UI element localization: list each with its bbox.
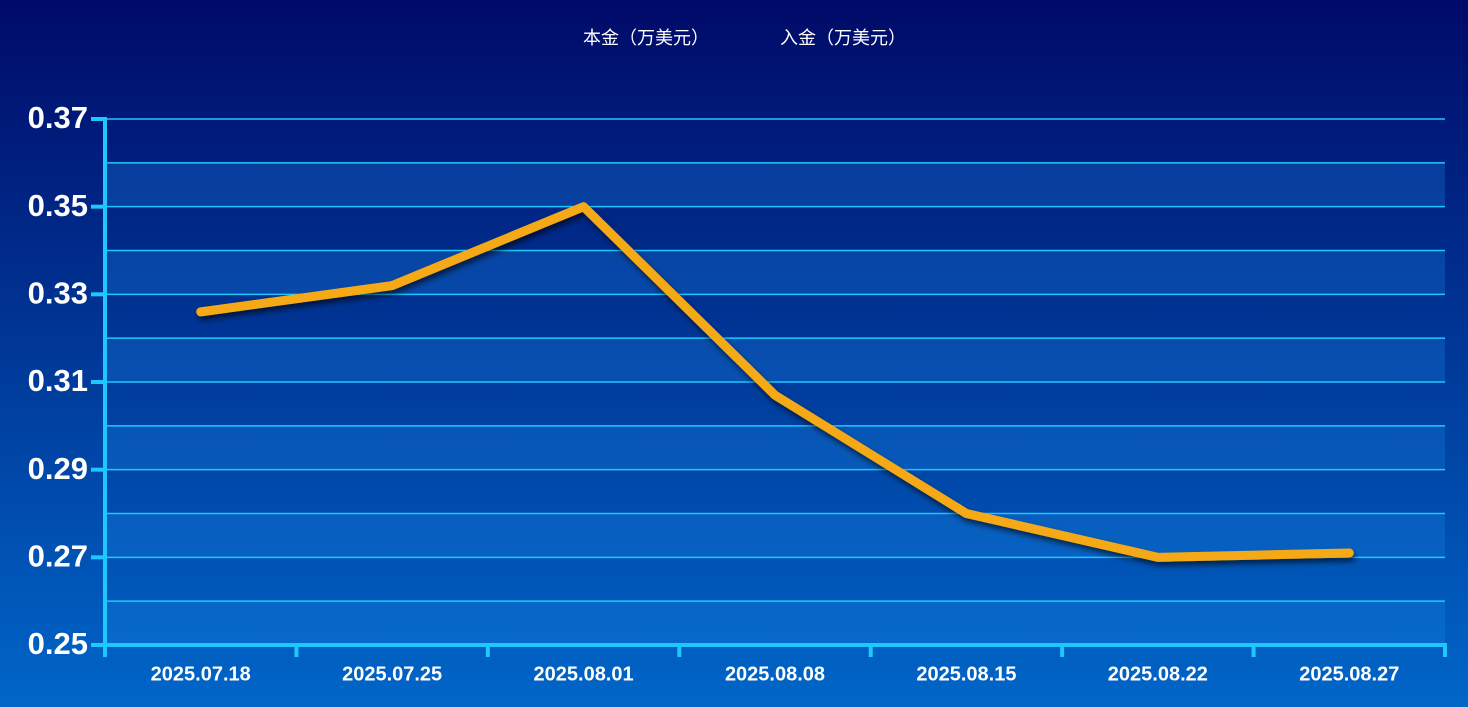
x-tick-label: 2025.08.22: [1108, 663, 1208, 685]
grid-band: [105, 338, 1445, 382]
grid-band: [105, 162, 1445, 207]
y-tick-label: 0.29: [28, 451, 88, 486]
y-tick-label: 0.25: [28, 626, 88, 661]
grid-band: [105, 250, 1445, 295]
legend-label: 入金（万美元）: [780, 28, 906, 48]
y-tick-label: 0.27: [28, 539, 88, 574]
x-tick-label: 2025.08.08: [725, 663, 825, 685]
y-tick-label: 0.35: [28, 188, 88, 223]
x-tick-label: 2025.07.25: [342, 663, 442, 685]
y-tick-label: 0.33: [28, 276, 88, 311]
legend: 本金（万美元） 入金（万美元）: [542, 28, 906, 48]
grid-band: [105, 425, 1445, 470]
x-tick-label: 2025.08.27: [1299, 663, 1399, 685]
y-tick-label: 0.31: [28, 363, 88, 398]
series-line: [196, 202, 1354, 562]
grid-band: [105, 513, 1445, 558]
legend-label: 本金（万美元）: [583, 28, 709, 48]
legend-item: 入金（万美元）: [739, 28, 906, 48]
x-tick-label: 2025.08.01: [534, 663, 634, 685]
x-tick-label: 2025.07.18: [151, 663, 251, 685]
y-tick-label: 0.37: [28, 100, 88, 135]
legend-item: 本金（万美元）: [542, 28, 709, 48]
x-tick-label: 2025.08.15: [916, 663, 1016, 685]
grid-band: [105, 601, 1445, 645]
